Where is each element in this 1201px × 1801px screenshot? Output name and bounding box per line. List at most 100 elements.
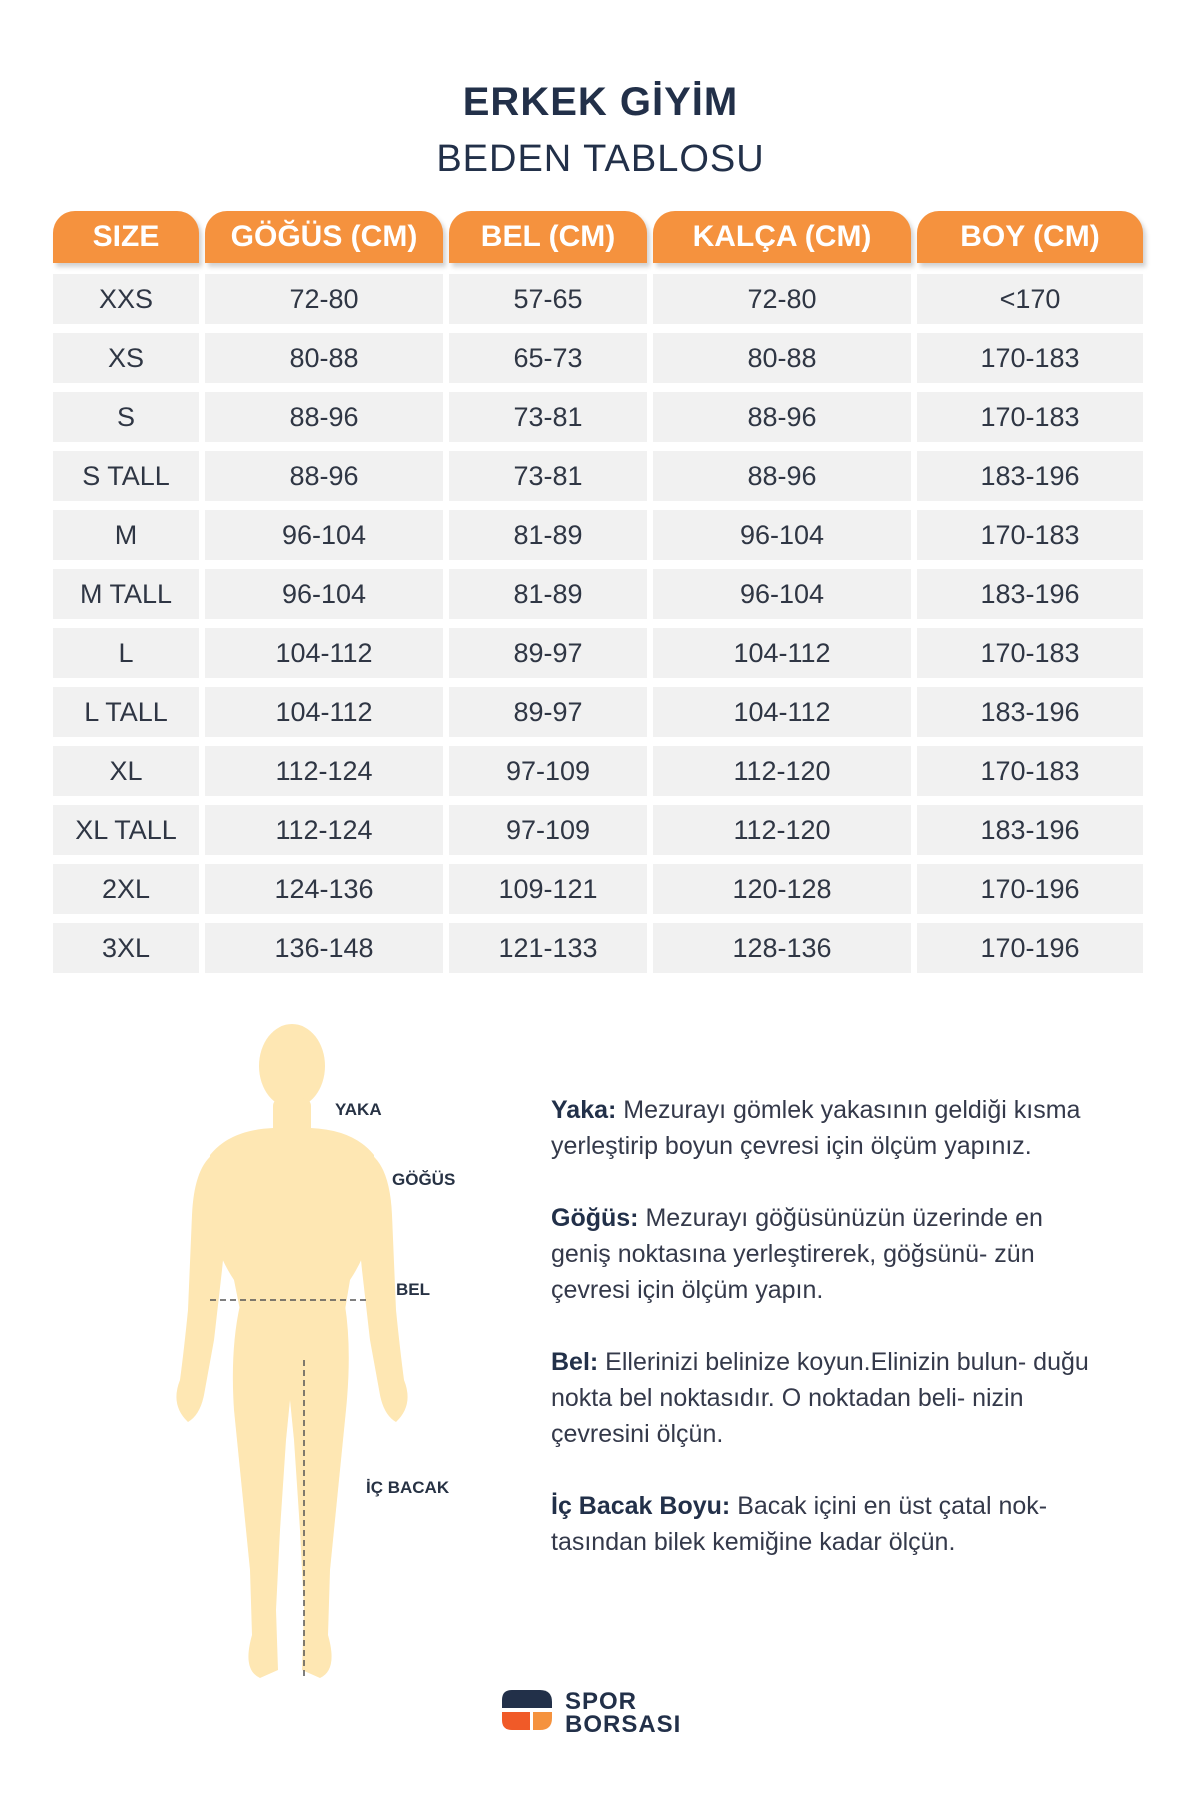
cell-bel: 73-81 xyxy=(449,392,647,442)
cell-gogus: 124-136 xyxy=(205,864,443,914)
label-yaka: YAKA xyxy=(335,1100,382,1119)
instruction-label: Göğüs: xyxy=(551,1204,639,1232)
instruction-bel: Bel: Ellerinizi belinize koyun.Elinizin … xyxy=(551,1344,1091,1452)
table-row: 3XL 136-148 121-133 128-136 170-196 xyxy=(53,923,1149,973)
cell-bel: 97-109 xyxy=(449,746,647,796)
instruction-label: İç Bacak Boyu: xyxy=(551,1492,731,1520)
table-row: XL 112-124 97-109 112-120 170-183 xyxy=(53,746,1149,796)
table-row: XS 80-88 65-73 80-88 170-183 xyxy=(53,333,1149,383)
label-bel: BEL xyxy=(396,1280,430,1299)
cell-bel: 121-133 xyxy=(449,923,647,973)
instruction-text: Bacak içini en üst çatal nok- tasından b… xyxy=(551,1492,1048,1556)
cell-bel: 81-89 xyxy=(449,510,647,560)
cell-bel: 81-89 xyxy=(449,569,647,619)
cell-size: XXS xyxy=(53,274,199,324)
cell-gogus: 88-96 xyxy=(205,451,443,501)
cell-kalca: 120-128 xyxy=(653,864,911,914)
cell-size: XL xyxy=(53,746,199,796)
cell-boy: 170-196 xyxy=(917,923,1143,973)
header-bel: BEL (CM) xyxy=(449,211,647,263)
cell-size: XL TALL xyxy=(53,805,199,855)
cell-boy: 170-183 xyxy=(917,333,1143,383)
cell-kalca: 88-96 xyxy=(653,451,911,501)
cell-size: L TALL xyxy=(53,687,199,737)
page-title: ERKEK GİYİM xyxy=(462,80,739,124)
cell-gogus: 96-104 xyxy=(205,510,443,560)
cell-gogus: 96-104 xyxy=(205,569,443,619)
table-row: S 88-96 73-81 88-96 170-183 xyxy=(53,392,1149,442)
table-row: XL TALL 112-124 97-109 112-120 183-196 xyxy=(53,805,1149,855)
cell-kalca: 96-104 xyxy=(653,569,911,619)
measurement-instructions: Yaka: Mezurayı gömlek yakasının geldiği … xyxy=(551,1092,1091,1596)
label-gogus: GÖĞÜS xyxy=(392,1170,456,1189)
cell-kalca: 80-88 xyxy=(653,333,911,383)
cell-kalca: 104-112 xyxy=(653,687,911,737)
cell-size: 3XL xyxy=(53,923,199,973)
cell-kalca: 112-120 xyxy=(653,746,911,796)
label-ic-bacak: İÇ BACAK xyxy=(366,1478,450,1497)
table-row: L TALL 104-112 89-97 104-112 183-196 xyxy=(53,687,1149,737)
table-row: L 104-112 89-97 104-112 170-183 xyxy=(53,628,1149,678)
cell-boy: 170-196 xyxy=(917,864,1143,914)
cell-boy: <170 xyxy=(917,274,1143,324)
cell-boy: 183-196 xyxy=(917,569,1143,619)
brand-logo-icon xyxy=(502,1690,552,1730)
cell-boy: 170-183 xyxy=(917,510,1143,560)
instruction-label: Yaka: xyxy=(551,1096,617,1124)
cell-boy: 183-196 xyxy=(917,687,1143,737)
page-subtitle: BEDEN TABLOSU xyxy=(436,138,765,180)
table-row: M 96-104 81-89 96-104 170-183 xyxy=(53,510,1149,560)
brand-name-line1: SPOR xyxy=(565,1688,638,1715)
cell-kalca: 104-112 xyxy=(653,628,911,678)
cell-bel: 109-121 xyxy=(449,864,647,914)
size-table: SIZE GÖĞÜS (CM) BEL (CM) KALÇA (CM) BOY … xyxy=(53,211,1149,982)
header-kalca: KALÇA (CM) xyxy=(653,211,911,263)
cell-gogus: 80-88 xyxy=(205,333,443,383)
header-size: SIZE xyxy=(53,211,199,263)
cell-boy: 183-196 xyxy=(917,451,1143,501)
cell-gogus: 72-80 xyxy=(205,274,443,324)
cell-size: M TALL xyxy=(53,569,199,619)
instruction-text: Ellerinizi belinize koyun.Elinizin bulun… xyxy=(551,1348,1089,1448)
cell-size: XS xyxy=(53,333,199,383)
cell-size: S xyxy=(53,392,199,442)
instruction-yaka: Yaka: Mezurayı gömlek yakasının geldiği … xyxy=(551,1092,1091,1164)
cell-bel: 73-81 xyxy=(449,451,647,501)
cell-size: 2XL xyxy=(53,864,199,914)
cell-boy: 183-196 xyxy=(917,805,1143,855)
cell-kalca: 128-136 xyxy=(653,923,911,973)
cell-gogus: 104-112 xyxy=(205,628,443,678)
instruction-gogus: Göğüs: Mezurayı göğüsünüzün üzerinde en … xyxy=(551,1200,1091,1308)
cell-kalca: 72-80 xyxy=(653,274,911,324)
table-row: 2XL 124-136 109-121 120-128 170-196 xyxy=(53,864,1149,914)
header-gogus: GÖĞÜS (CM) xyxy=(205,211,443,263)
table-row: S TALL 88-96 73-81 88-96 183-196 xyxy=(53,451,1149,501)
body-figure-illustration xyxy=(176,1024,408,1678)
cell-gogus: 112-124 xyxy=(205,746,443,796)
instruction-ic-bacak: İç Bacak Boyu: Bacak içini en üst çatal … xyxy=(551,1488,1091,1560)
header-boy: BOY (CM) xyxy=(917,211,1143,263)
brand-name-line2: BORSASI xyxy=(565,1711,682,1738)
cell-gogus: 104-112 xyxy=(205,687,443,737)
cell-size: L xyxy=(53,628,199,678)
cell-gogus: 88-96 xyxy=(205,392,443,442)
cell-boy: 170-183 xyxy=(917,392,1143,442)
cell-bel: 89-97 xyxy=(449,628,647,678)
table-header-row: SIZE GÖĞÜS (CM) BEL (CM) KALÇA (CM) BOY … xyxy=(53,211,1149,263)
cell-bel: 97-109 xyxy=(449,805,647,855)
cell-size: S TALL xyxy=(53,451,199,501)
cell-bel: 89-97 xyxy=(449,687,647,737)
cell-gogus: 136-148 xyxy=(205,923,443,973)
cell-boy: 170-183 xyxy=(917,746,1143,796)
instruction-text: Mezurayı gömlek yakasının geldiği kısma … xyxy=(551,1096,1081,1160)
instruction-text: Mezurayı göğüsünüzün üzerinde en geniş n… xyxy=(551,1204,1043,1304)
table-row: M TALL 96-104 81-89 96-104 183-196 xyxy=(53,569,1149,619)
cell-bel: 65-73 xyxy=(449,333,647,383)
instruction-label: Bel: xyxy=(551,1348,599,1376)
table-row: XXS 72-80 57-65 72-80 <170 xyxy=(53,274,1149,324)
cell-kalca: 88-96 xyxy=(653,392,911,442)
cell-kalca: 96-104 xyxy=(653,510,911,560)
cell-kalca: 112-120 xyxy=(653,805,911,855)
cell-size: M xyxy=(53,510,199,560)
cell-gogus: 112-124 xyxy=(205,805,443,855)
